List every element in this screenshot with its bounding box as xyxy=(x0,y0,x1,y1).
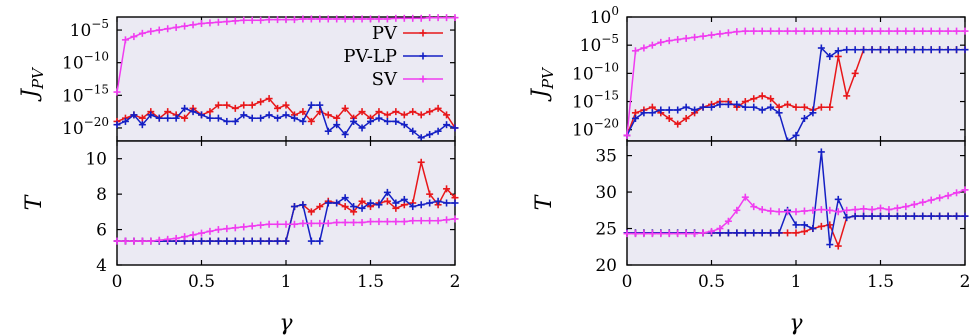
y-axis-label-bottom: T xyxy=(532,193,557,210)
series-sv-bottom xyxy=(113,215,459,245)
y-tick-label: 10 xyxy=(85,150,107,170)
x-tick-label: 1.5 xyxy=(357,272,384,292)
panel-frame-top xyxy=(116,16,456,142)
y-tick-label: 4 xyxy=(96,256,107,276)
y-tick-label: 10−5 xyxy=(580,32,619,56)
y-tick-label: 20 xyxy=(595,256,617,276)
x-tick-label: 0.5 xyxy=(188,272,215,292)
y-tick-label: 10−20 xyxy=(62,115,109,139)
y-tick-label: 6 xyxy=(96,221,107,241)
y-tick-label: 10−5 xyxy=(70,17,109,41)
x-tick-label: 0.5 xyxy=(698,272,725,292)
y-axis-label-bottom: T xyxy=(22,193,47,210)
y-axis-label-top: JPV xyxy=(528,66,557,102)
legend-label-pv-lp: PV-LP xyxy=(343,46,397,67)
x-tick-label: 2 xyxy=(960,272,971,292)
y-tick-label: 10−10 xyxy=(62,50,109,74)
x-tick-label: 0 xyxy=(112,272,123,292)
y-tick-label: 30 xyxy=(595,183,617,203)
panel-frame-bottom xyxy=(626,140,966,266)
x-tick-label: 1.5 xyxy=(867,272,894,292)
legend-label-pv: PV xyxy=(372,23,398,44)
panel-bottom-1: 20 25 30 35 0 0.5 1 1.5 2 T xyxy=(532,140,971,292)
series-sv-top xyxy=(113,14,459,96)
y-tick-label: 25 xyxy=(595,220,617,240)
legend-label-sv: SV xyxy=(372,69,398,90)
panel-top-0: 10−5 10−10 10−15 10−20 JPV xyxy=(18,14,459,142)
series-pv-lp-top xyxy=(113,101,459,142)
y-tick-label: 100 xyxy=(590,4,619,28)
x-tick-label: 0 xyxy=(622,272,633,292)
y-tick-label: 10−15 xyxy=(62,82,109,106)
x-tick-label: 1 xyxy=(281,272,292,292)
x-axis-label: γ xyxy=(279,311,293,335)
y-tick-label: 10−10 xyxy=(572,60,619,84)
y-axis-label-top: JPV xyxy=(18,66,47,102)
series-sv-top xyxy=(623,27,969,139)
x-tick-label: 2 xyxy=(450,272,461,292)
panel-top-1: 100 10−5 10−10 10−15 10−20 JPV xyxy=(528,4,969,145)
x-tick-label: 1 xyxy=(791,272,802,292)
y-tick-label: 35 xyxy=(595,147,617,167)
y-tick-label: 8 xyxy=(96,185,107,205)
x-axis-label: γ xyxy=(789,311,803,335)
y-tick-label: 10−20 xyxy=(572,117,619,141)
series-sv-bottom xyxy=(623,186,969,238)
y-tick-label: 10−15 xyxy=(572,89,619,113)
panel-bottom-0: 4 6 8 10 0 0.5 1 1.5 2 T xyxy=(22,140,461,292)
